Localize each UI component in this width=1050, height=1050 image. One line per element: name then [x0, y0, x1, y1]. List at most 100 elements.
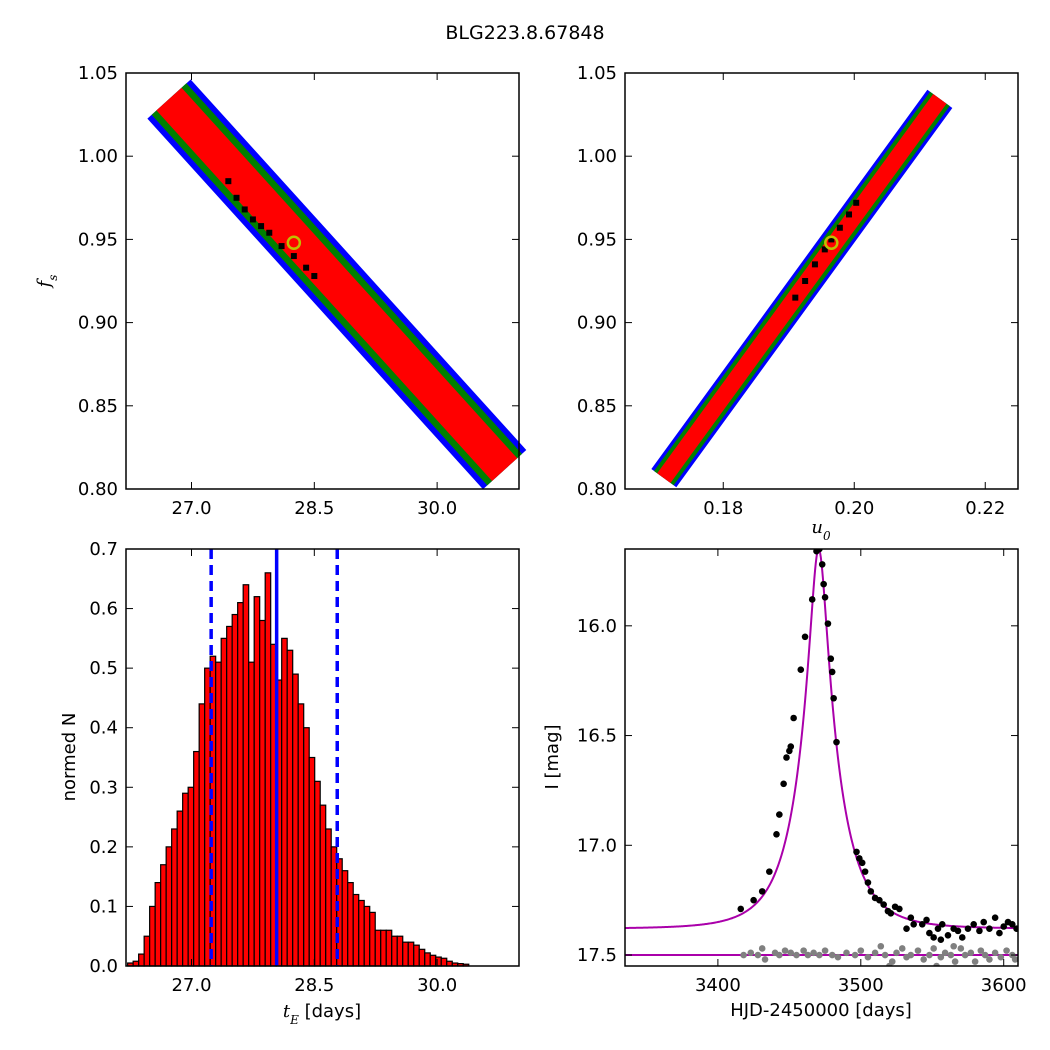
light-curve-residual-point: [930, 945, 937, 952]
te-histogram-ytick-label: 0.7: [89, 539, 118, 560]
light-curve-xlabel: HJD-2450000 [days]: [730, 1000, 912, 1021]
light-curve-data-point: [867, 888, 875, 895]
light-curve-data-point: [750, 896, 757, 904]
te-histogram-xtick-label: 27.0: [171, 975, 211, 996]
histogram-bar: [138, 953, 145, 967]
light-curve-residual-point: [843, 949, 850, 957]
panel-u0-vs-fs: 0.18 0.20 0.22 0.80 0.85 0.90 0.95 1.00 1.05 u0: [577, 63, 1019, 543]
light-curve-residual-point: [986, 956, 993, 963]
light-curve-residual-point: [871, 949, 879, 957]
panel-light-curve: 3400 3500 3600 16.0 16.5 17.0 17.5 HJD-2450000…: [542, 548, 1027, 1021]
light-curve-data-point: [926, 929, 933, 937]
light-curve-data-point: [954, 927, 962, 935]
histogram-bar: [325, 828, 332, 967]
light-curve-residual-point: [981, 951, 989, 959]
te-vs-fs-sample-point: [241, 206, 248, 213]
light-curve-data-point: [853, 848, 860, 856]
u0-vs-fs-ytick-label: 0.95: [577, 229, 617, 250]
light-curve-residual-point: [947, 951, 955, 959]
te-vs-fs-sample-point: [278, 243, 285, 250]
histogram-bar: [204, 667, 211, 967]
light-curve-data-point: [903, 925, 910, 932]
light-curve-residual-point: [951, 958, 959, 965]
u0-vs-fs-ytick-label: 1.00: [577, 146, 617, 167]
u0-vs-fs-sample-point: [836, 224, 843, 231]
light-curve-data-point: [808, 596, 816, 603]
te-vs-fs-sample-point: [258, 223, 265, 230]
histogram-bar: [215, 661, 222, 967]
histogram-bar: [369, 911, 376, 967]
light-curve-data-point: [864, 879, 872, 886]
light-curve-data-point: [976, 927, 983, 935]
histogram-bar: [242, 584, 250, 967]
light-curve-data-point: [996, 929, 1003, 937]
light-curve-data-point: [737, 905, 745, 913]
light-curve-residual-point: [754, 951, 762, 959]
histogram-bar: [220, 637, 228, 967]
light-curve-data-point: [938, 921, 946, 928]
histogram-bar: [237, 602, 244, 967]
light-curve-ytick-label: 16.5: [577, 726, 617, 747]
light-curve-residual-point: [810, 949, 817, 957]
light-curve-data-point: [991, 914, 999, 922]
light-curve-data-point: [828, 668, 836, 676]
light-curve-data-point: [827, 655, 835, 663]
light-curve-data-point: [830, 694, 837, 702]
u0-vs-fs-sample-point: [853, 199, 860, 206]
te-vs-fs-xtick-label: 27.0: [171, 498, 211, 519]
light-curve-ytick-label: 17.0: [577, 835, 617, 856]
te-vs-fs-band-1-sigma: [156, 87, 518, 481]
light-curve-data-point: [923, 916, 930, 924]
light-curve-data-point: [820, 580, 827, 588]
light-curve-data-point: [776, 811, 783, 818]
light-curve-residual-point: [758, 945, 766, 952]
te-vs-fs-ylabel: fs: [34, 275, 60, 290]
light-curve-residual-point: [834, 953, 842, 961]
histogram-bar: [341, 870, 349, 967]
histogram-bar: [198, 703, 206, 967]
light-curve-data-point: [1008, 921, 1016, 928]
u0-vs-fs-xtick-label: 0.20: [834, 498, 874, 519]
histogram-bar: [396, 935, 404, 967]
histogram-bar: [413, 944, 420, 967]
light-curve-data-point: [780, 780, 787, 788]
histogram-bar: [402, 941, 409, 967]
light-curve-data-point: [858, 859, 866, 867]
te-vs-fs-ytick-label: 0.85: [78, 396, 118, 417]
light-curve-data-point: [910, 921, 917, 928]
u0-vs-fs-plot-area: [651, 89, 953, 488]
te-histogram-ticks: 27.0 28.5 30.0 0.0 0.1 0.2 0.3 0.4 0.5 0.6 0.7: [89, 539, 519, 996]
u0-vs-fs-ytick-label: 0.80: [577, 479, 617, 500]
light-curve-residual-point: [941, 949, 949, 957]
light-curve-data-point: [937, 936, 945, 943]
u0-vs-fs-axes-frame: [624, 72, 1019, 490]
histogram-bar: [292, 673, 299, 967]
te-vs-fs-ticks: 27.0 28.5 30.0 0.80 0.85 0.90 0.95 1.00 1.05: [78, 63, 519, 519]
light-curve-residual-point: [881, 951, 889, 959]
te-vs-fs-axes-frame: [125, 72, 520, 490]
light-curve-data-point: [1013, 925, 1018, 932]
te-vs-fs-sample-point: [311, 273, 318, 280]
light-curve-residual-point: [933, 962, 940, 966]
light-curve-residual-point: [950, 942, 957, 950]
te-histogram-ylabel: normed N: [59, 713, 80, 802]
histogram-bar: [435, 956, 442, 967]
histogram-bar: [385, 929, 393, 967]
light-curve-axes-frame: [624, 548, 1019, 967]
light-curve-residual-point: [957, 945, 965, 952]
light-curve-residual-point: [851, 951, 859, 959]
light-curve-data-point: [790, 714, 797, 722]
te-vs-fs-plot-area: [147, 79, 527, 490]
te-histogram-axes-frame: [125, 548, 520, 967]
histogram-bar: [380, 929, 387, 967]
te-vs-fs-ytick-label: 1.05: [78, 63, 118, 84]
histogram-bar: [187, 786, 195, 967]
panel-te-vs-fs: 27.0 28.5 30.0 0.80 0.85 0.90 0.95 1.00 1.05 fs: [34, 63, 527, 519]
light-curve-residual-point: [747, 949, 755, 957]
light-curve-residual-point: [1011, 956, 1018, 963]
light-curve-data-point: [980, 918, 988, 926]
histogram-bar: [259, 619, 266, 967]
u0-vs-fs-sample-point: [811, 261, 818, 268]
u0-vs-fs-ticks: 0.18 0.20 0.22 0.80 0.85 0.90 0.95 1.00 1.05: [577, 63, 1018, 519]
